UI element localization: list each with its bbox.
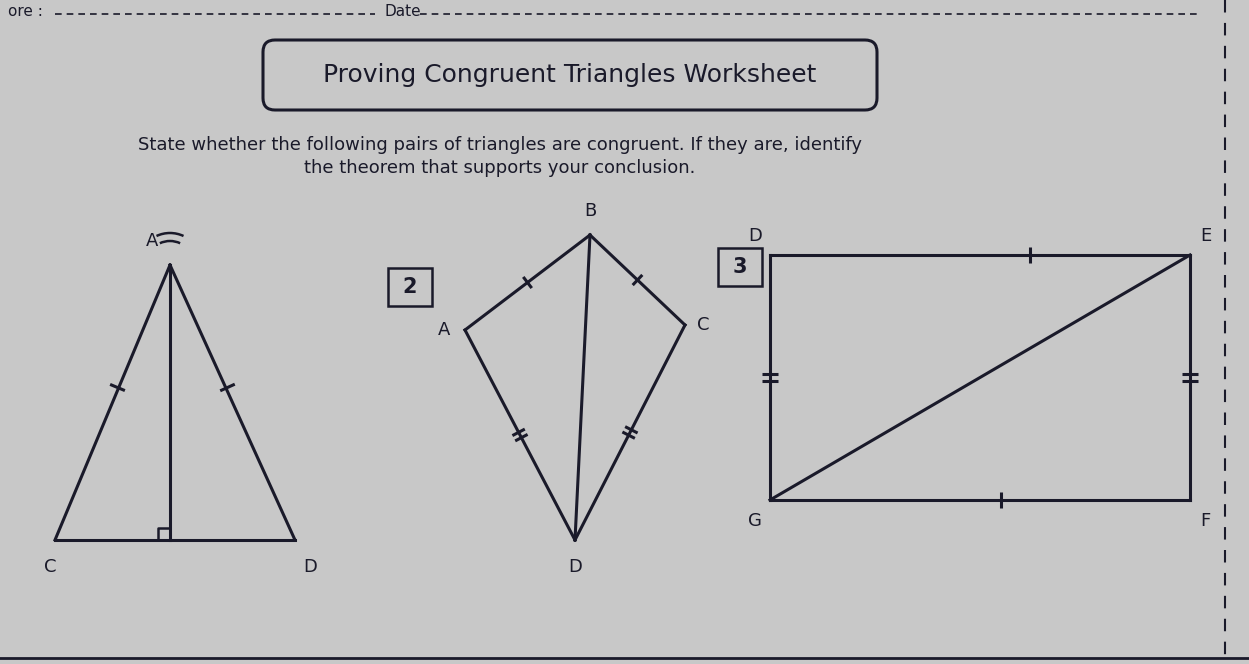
Text: E: E xyxy=(1200,227,1212,245)
Text: C: C xyxy=(44,558,56,576)
FancyBboxPatch shape xyxy=(718,248,762,286)
Text: Date: Date xyxy=(385,5,422,19)
Text: B: B xyxy=(583,202,596,220)
Text: F: F xyxy=(1200,512,1210,530)
FancyBboxPatch shape xyxy=(264,40,877,110)
Text: D: D xyxy=(748,227,762,245)
Text: Proving Congruent Triangles Worksheet: Proving Congruent Triangles Worksheet xyxy=(323,63,817,87)
Text: G: G xyxy=(748,512,762,530)
Text: the theorem that supports your conclusion.: the theorem that supports your conclusio… xyxy=(305,159,696,177)
FancyBboxPatch shape xyxy=(388,268,432,306)
Text: A: A xyxy=(146,232,159,250)
Text: A: A xyxy=(437,321,450,339)
Text: 2: 2 xyxy=(402,277,417,297)
Text: 3: 3 xyxy=(733,257,747,277)
Text: D: D xyxy=(304,558,317,576)
Text: State whether the following pairs of triangles are congruent. If they are, ident: State whether the following pairs of tri… xyxy=(137,136,862,154)
Text: C: C xyxy=(697,316,709,334)
Text: D: D xyxy=(568,558,582,576)
Text: ore :: ore : xyxy=(7,5,42,19)
